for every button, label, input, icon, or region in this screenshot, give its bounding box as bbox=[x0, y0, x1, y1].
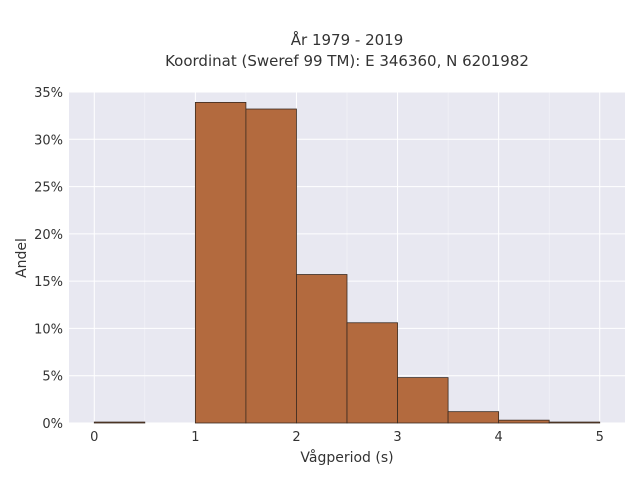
x-axis-label: Vågperiod (s) bbox=[300, 449, 393, 466]
histogram-bar-3 bbox=[245, 108, 297, 424]
y-tick-label: 30% bbox=[34, 133, 63, 148]
chart-title-line-2: Koordinat (Sweref 99 TM): E 346360, N 62… bbox=[165, 52, 529, 70]
histogram-bar-2 bbox=[194, 102, 247, 424]
histogram-bar-0 bbox=[93, 421, 146, 424]
y-tick-label: 0% bbox=[42, 417, 63, 432]
x-tick-labels: 0 1 2 3 4 5 bbox=[90, 430, 604, 445]
histogram-bar-4 bbox=[296, 274, 348, 424]
y-tick-label: 25% bbox=[34, 181, 63, 196]
chart-title-line-1: År 1979 - 2019 bbox=[291, 30, 404, 49]
x-tick-label: 4 bbox=[494, 430, 502, 445]
histogram-bar-6 bbox=[397, 377, 449, 424]
histogram-bar-8 bbox=[498, 419, 550, 424]
x-tick-label: 3 bbox=[393, 430, 401, 445]
bars-group bbox=[93, 102, 601, 424]
y-tick-labels: 0% 5% 10% 15% 20% 25% 30% 35% bbox=[34, 86, 63, 432]
x-tick-label: 2 bbox=[292, 430, 300, 445]
y-axis-label: Andel bbox=[14, 238, 30, 278]
x-tick-label: 5 bbox=[596, 430, 604, 445]
x-tick-label: 0 bbox=[90, 430, 98, 445]
y-tick-label: 10% bbox=[34, 322, 63, 337]
histogram-bar-7 bbox=[447, 411, 500, 424]
x-tick-label: 1 bbox=[191, 430, 199, 445]
y-tick-label: 5% bbox=[42, 370, 63, 385]
histogram-bar-9 bbox=[548, 421, 601, 424]
y-tick-label: 20% bbox=[34, 228, 63, 243]
y-tick-label: 35% bbox=[34, 86, 63, 101]
histogram-bar-5 bbox=[346, 322, 398, 424]
y-tick-label: 15% bbox=[34, 275, 63, 290]
